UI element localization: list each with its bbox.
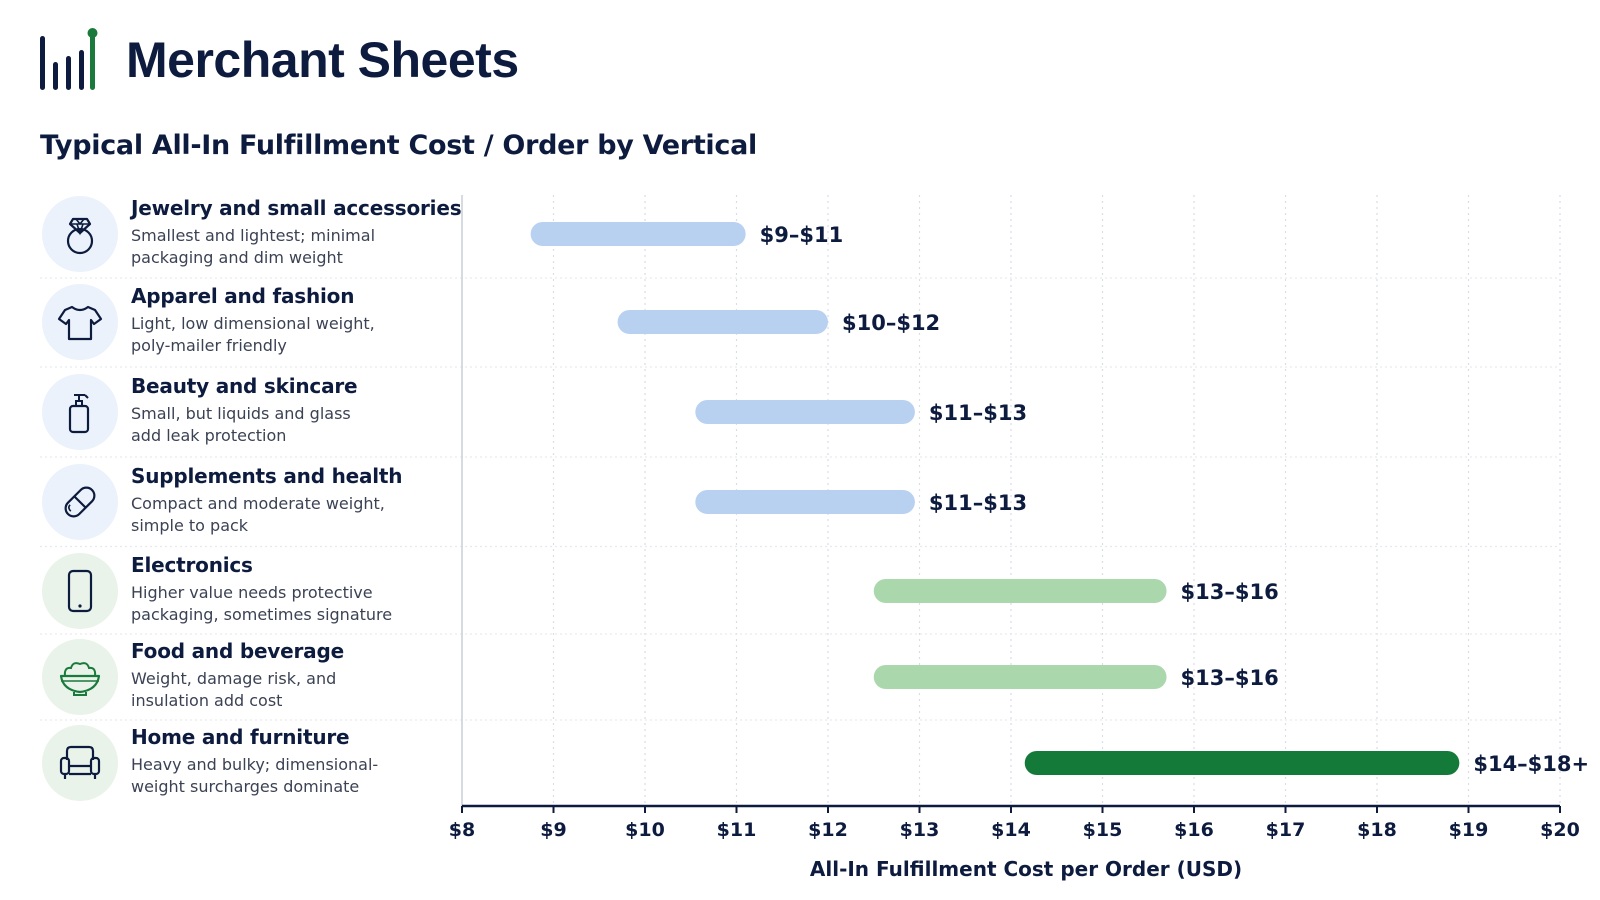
x-tick-label: $13	[900, 819, 940, 841]
category-name: Beauty and skincare	[131, 374, 358, 398]
x-tick-label: $10	[625, 819, 665, 841]
category-row: Food and beverage Weight, damage risk, an…	[40, 635, 460, 721]
x-tick-label: $14	[991, 819, 1031, 841]
category-description-line: Light, low dimensional weight,	[131, 314, 375, 333]
range-label: $10–$12	[842, 311, 940, 335]
brand-name: Merchant Sheets	[126, 32, 519, 88]
brand-header: Merchant Sheets	[40, 28, 519, 92]
category-description-line: poly-mailer friendly	[131, 336, 287, 355]
x-tick-label: $11	[717, 819, 757, 841]
bar-chart-logo-icon	[40, 28, 98, 90]
x-tick-label: $18	[1357, 819, 1397, 841]
range-bar	[873, 579, 1167, 603]
x-tick-label: $15	[1083, 819, 1123, 841]
range-bar	[1024, 751, 1460, 775]
category-description-line: Compact and moderate weight,	[131, 494, 385, 513]
x-tick-label: $12	[808, 819, 848, 841]
x-tick-label: $16	[1174, 819, 1214, 841]
category-description: Light, low dimensional weight, poly-maile…	[131, 313, 451, 357]
range-label: $11–$13	[929, 491, 1027, 515]
category-description: Heavy and bulky; dimensional-weight surc…	[131, 754, 451, 798]
x-tick-label: $17	[1266, 819, 1306, 841]
category-name: Apparel and fashion	[131, 284, 355, 308]
category-row: Apparel and fashion Light, low dimensiona…	[40, 280, 460, 366]
salad-bowl-icon	[42, 639, 118, 715]
x-tick-label: $20	[1540, 819, 1580, 841]
category-row: Supplements and health Compact and modera…	[40, 460, 460, 546]
category-name: Electronics	[131, 553, 253, 577]
x-tick-label: $8	[449, 819, 475, 841]
category-row: Electronics Higher value needs protective…	[40, 549, 460, 635]
range-bar	[873, 665, 1167, 689]
category-row: Beauty and skincare Small, but liquids an…	[40, 370, 460, 456]
category-description-line: packaging, sometimes signature	[131, 605, 393, 624]
category-description: Small, but liquids and glass add leak pro…	[131, 403, 451, 447]
category-name: Jewelry and small accessories	[131, 196, 462, 220]
x-tick-label: $9	[540, 819, 566, 841]
category-description-line: weight surcharges dominate	[131, 777, 360, 796]
category-row: Jewelry and small accessories Smallest an…	[40, 192, 462, 278]
chart-title: Typical All-In Fulfillment Cost / Order …	[40, 130, 757, 161]
range-label: $13–$16	[1181, 666, 1279, 690]
range-bar	[617, 310, 828, 334]
tshirt-icon	[42, 284, 118, 360]
category-description-line: Smallest and lightest; minimal	[131, 226, 376, 245]
category-name: Home and furniture	[131, 725, 350, 749]
range-label: $11–$13	[929, 401, 1027, 425]
x-axis-label: All-In Fulfillment Cost per Order (USD)	[810, 857, 1242, 881]
range-label: $9–$11	[760, 223, 844, 247]
category-row: Home and furniture Heavy and bulky; dimen…	[40, 721, 460, 807]
category-description-line: Weight, damage risk, and	[131, 669, 337, 688]
category-description-line: Higher value needs protective	[131, 583, 373, 602]
category-name: Food and beverage	[131, 639, 344, 663]
capsule-icon	[42, 464, 118, 540]
category-description-line: add leak protection	[131, 426, 287, 445]
range-bar	[695, 400, 915, 424]
armchair-icon	[42, 725, 118, 801]
category-description-line: insulation add cost	[131, 691, 283, 710]
range-label: $13–$16	[1181, 580, 1279, 604]
pump-bottle-icon	[42, 374, 118, 450]
ring-icon	[42, 196, 118, 272]
smartphone-icon	[42, 553, 118, 629]
x-tick-label: $19	[1449, 819, 1489, 841]
category-description: Higher value needs protective packaging, …	[131, 582, 451, 626]
category-description: Smallest and lightest; minimal packaging …	[131, 225, 451, 269]
range-bar	[695, 490, 915, 514]
category-description-line: simple to pack	[131, 516, 249, 535]
range-bar	[530, 222, 746, 246]
category-description-line: Small, but liquids and glass	[131, 404, 351, 423]
range-label: $14–$18+	[1473, 752, 1589, 776]
category-description: Compact and moderate weight, simple to pa…	[131, 493, 451, 537]
category-name: Supplements and health	[131, 464, 403, 488]
category-description-line: packaging and dim weight	[131, 248, 343, 267]
category-description-line: Heavy and bulky; dimensional-	[131, 755, 379, 774]
category-description: Weight, damage risk, and insulation add c…	[131, 668, 451, 712]
